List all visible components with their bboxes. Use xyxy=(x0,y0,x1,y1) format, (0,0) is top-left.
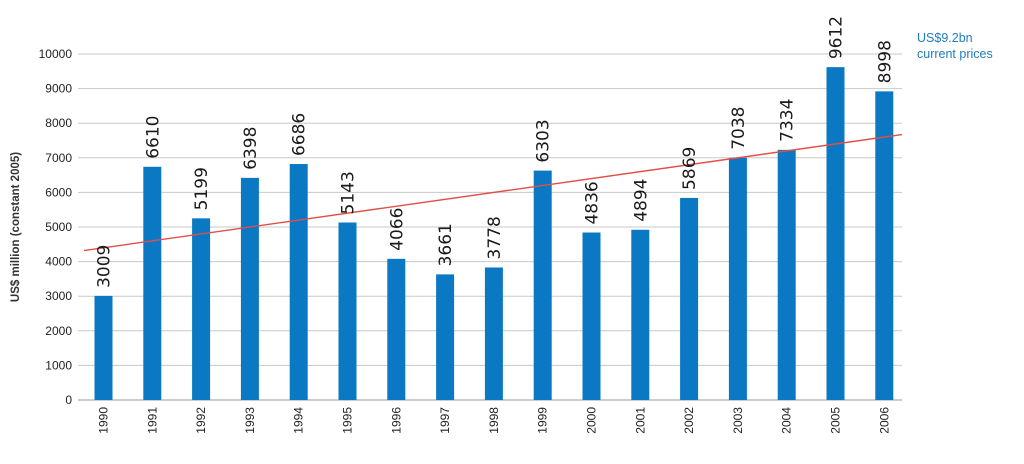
bar-2003 xyxy=(728,157,747,400)
data-label-1993: 6398 xyxy=(241,127,261,170)
gridlines xyxy=(78,53,902,401)
data-label-1997: 3661 xyxy=(436,223,456,266)
bar-2004 xyxy=(777,149,796,400)
data-labels: 3009 6610 5199 6398 6686 5143 4066 3661 3778 6303… xyxy=(95,16,896,288)
x-tick-label-2000: 2000 xyxy=(585,407,599,434)
bar-1994 xyxy=(289,164,308,400)
x-tick-label-1993: 1993 xyxy=(243,407,257,434)
x-tick-label-1995: 1995 xyxy=(341,407,355,434)
x-tick-label-2004: 2004 xyxy=(780,407,794,434)
x-tick-label-1996: 1996 xyxy=(389,407,403,434)
y-tick-label: 10000 xyxy=(39,47,73,61)
y-tick-label: 8000 xyxy=(45,116,72,130)
x-tick-label-2003: 2003 xyxy=(731,407,745,434)
data-label-2000: 4836 xyxy=(583,181,603,224)
data-label-1998: 3778 xyxy=(485,216,505,259)
bars xyxy=(94,67,894,401)
data-label-2006: 8998 xyxy=(875,40,895,83)
bar-1998 xyxy=(484,267,503,400)
price-annotation: US$9.2bn current prices xyxy=(917,30,1017,62)
x-tick-label-1994: 1994 xyxy=(292,407,306,434)
x-tick-label-1990: 1990 xyxy=(97,407,111,434)
bar-1999 xyxy=(533,170,552,400)
bar-1992 xyxy=(192,218,211,400)
annotation-line-1: US$9.2bn xyxy=(917,31,973,45)
data-label-2005: 9612 xyxy=(827,16,847,59)
y-tick-label: 4000 xyxy=(45,255,72,269)
x-tick-label-2005: 2005 xyxy=(829,407,843,434)
bar-1997 xyxy=(436,274,455,400)
x-tick-label-1998: 1998 xyxy=(487,407,501,434)
x-tick-label-2006: 2006 xyxy=(877,407,891,434)
data-label-1995: 5143 xyxy=(339,171,359,214)
y-axis-title: US$ million (constant 2005) xyxy=(10,152,22,302)
bar-1991 xyxy=(143,166,162,400)
y-tick-label: 0 xyxy=(65,393,72,407)
data-label-2001: 4894 xyxy=(631,179,651,222)
y-tick-label: 3000 xyxy=(45,289,72,303)
x-tick-label-1991: 1991 xyxy=(145,407,159,434)
bar-2006 xyxy=(875,91,894,401)
annotation-line-2: current prices xyxy=(917,47,993,61)
bar-1990 xyxy=(94,295,113,400)
bar-1995 xyxy=(338,222,357,400)
x-tick-label-1997: 1997 xyxy=(438,407,452,434)
y-tick-label: 5000 xyxy=(45,220,72,234)
y-tick-label: 9000 xyxy=(45,82,72,96)
data-label-1999: 6303 xyxy=(534,119,554,162)
data-label-2002: 5869 xyxy=(680,147,700,190)
bar-2002 xyxy=(680,197,699,400)
data-label-1992: 5199 xyxy=(192,167,212,210)
x-tick-label-2002: 2002 xyxy=(682,407,696,434)
x-axis-ticks: 1990 1991 1992 1993 1994 1995 1996 1997 1998 1999… xyxy=(97,407,892,434)
bar-2000 xyxy=(582,232,601,400)
y-tick-label: 7000 xyxy=(45,151,72,165)
data-label-1990: 3009 xyxy=(95,245,115,288)
data-label-2003: 7038 xyxy=(729,107,749,150)
y-tick-label: 1000 xyxy=(45,358,72,372)
y-axis-ticks: 0 1000 2000 3000 4000 5000 6000 7000 8000 9000 100… xyxy=(39,47,73,407)
data-label-1996: 4066 xyxy=(387,208,407,251)
y-tick-label: 6000 xyxy=(45,185,72,199)
bar-1993 xyxy=(240,177,259,400)
bar-1996 xyxy=(387,258,406,400)
bar-2005 xyxy=(826,67,845,400)
data-label-2004: 7334 xyxy=(778,99,798,142)
x-tick-label-1992: 1992 xyxy=(194,407,208,434)
data-label-1994: 6686 xyxy=(290,113,310,156)
data-label-1991: 6610 xyxy=(143,116,163,159)
x-tick-label-1999: 1999 xyxy=(536,407,550,434)
x-tick-label-2001: 2001 xyxy=(633,407,647,434)
trend-line-group xyxy=(83,133,903,252)
y-tick-label: 2000 xyxy=(45,324,72,338)
bar-2001 xyxy=(631,229,650,400)
trend-line xyxy=(83,133,903,252)
